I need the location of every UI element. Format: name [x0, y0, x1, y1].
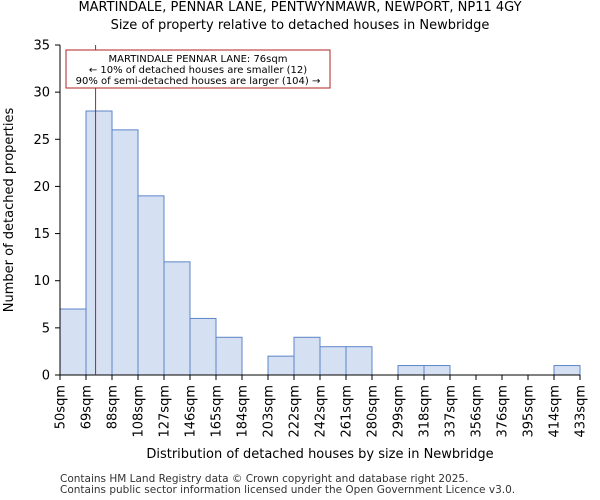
- y-tick-label-5: 5: [42, 321, 50, 336]
- y-axis-label: Number of detached properties: [2, 108, 17, 313]
- x-tick-label-88sqm: 88sqm: [106, 385, 121, 429]
- y-tick-label-10: 10: [33, 274, 50, 289]
- bar-414sqm: [553, 365, 581, 376]
- x-tick-label-165sqm: 165sqm: [210, 385, 225, 438]
- y-tick-label-20: 20: [33, 180, 50, 195]
- bar-261sqm: [345, 346, 373, 376]
- x-tick-label-127sqm: 127sqm: [158, 385, 173, 438]
- annotation-line-1: MARTINDALE PENNAR LANE: 76sqm: [109, 54, 288, 65]
- y-tick-label-25: 25: [33, 133, 50, 148]
- x-tick-label-433sqm: 433sqm: [574, 385, 589, 438]
- bar-69sqm: [85, 110, 113, 376]
- annotation-line-2: ← 10% of detached houses are smaller (12…: [89, 65, 307, 76]
- annotation-line-3: 90% of semi-detached houses are larger (…: [76, 76, 321, 87]
- x-tick-label-356sqm: 356sqm: [470, 385, 485, 438]
- y-tick-label-30: 30: [33, 86, 50, 101]
- x-tick-label-184sqm: 184sqm: [236, 385, 251, 438]
- bar-299sqm: [397, 365, 425, 376]
- x-tick-label-108sqm: 108sqm: [132, 385, 147, 438]
- x-tick-label-222sqm: 222sqm: [288, 385, 303, 438]
- footer-copyright: Contains HM Land Registry data © Crown c…: [60, 473, 469, 485]
- chart-title: MARTINDALE, PENNAR LANE, PENTWYNMAWR, NE…: [78, 0, 522, 15]
- bar-318sqm: [423, 365, 451, 376]
- annotation-box: [65, 49, 331, 89]
- bar-165sqm: [215, 336, 243, 376]
- y-tick-label-15: 15: [33, 227, 50, 242]
- bar-88sqm: [111, 129, 139, 376]
- x-tick-label-376sqm: 376sqm: [496, 385, 511, 438]
- x-tick-label-242sqm: 242sqm: [314, 385, 329, 438]
- y-tick-label-35: 35: [33, 39, 50, 54]
- bar-242sqm: [319, 346, 347, 376]
- bar-146sqm: [189, 317, 217, 376]
- bar-222sqm: [293, 336, 321, 376]
- x-tick-label-50sqm: 50sqm: [54, 385, 69, 429]
- footer-licence: Contains public sector information licen…: [60, 484, 516, 496]
- x-tick-label-146sqm: 146sqm: [184, 385, 199, 438]
- x-tick-label-414sqm: 414sqm: [548, 385, 563, 438]
- x-tick-label-280sqm: 280sqm: [366, 385, 381, 438]
- bar-203sqm: [267, 355, 295, 376]
- x-tick-label-337sqm: 337sqm: [444, 385, 459, 438]
- x-tick-label-395sqm: 395sqm: [522, 385, 537, 438]
- y-tick-label-0: 0: [42, 369, 50, 384]
- x-tick-label-299sqm: 299sqm: [392, 385, 407, 438]
- bar-127sqm: [163, 261, 191, 376]
- x-axis-label: Distribution of detached houses by size …: [146, 447, 493, 462]
- x-tick-label-318sqm: 318sqm: [418, 385, 433, 438]
- bar-108sqm: [137, 195, 165, 376]
- chart-subtitle: Size of property relative to detached ho…: [110, 18, 490, 33]
- x-tick-label-261sqm: 261sqm: [340, 385, 355, 438]
- x-tick-label-203sqm: 203sqm: [262, 385, 277, 438]
- x-tick-label-69sqm: 69sqm: [80, 385, 95, 429]
- bar-50sqm: [59, 308, 87, 376]
